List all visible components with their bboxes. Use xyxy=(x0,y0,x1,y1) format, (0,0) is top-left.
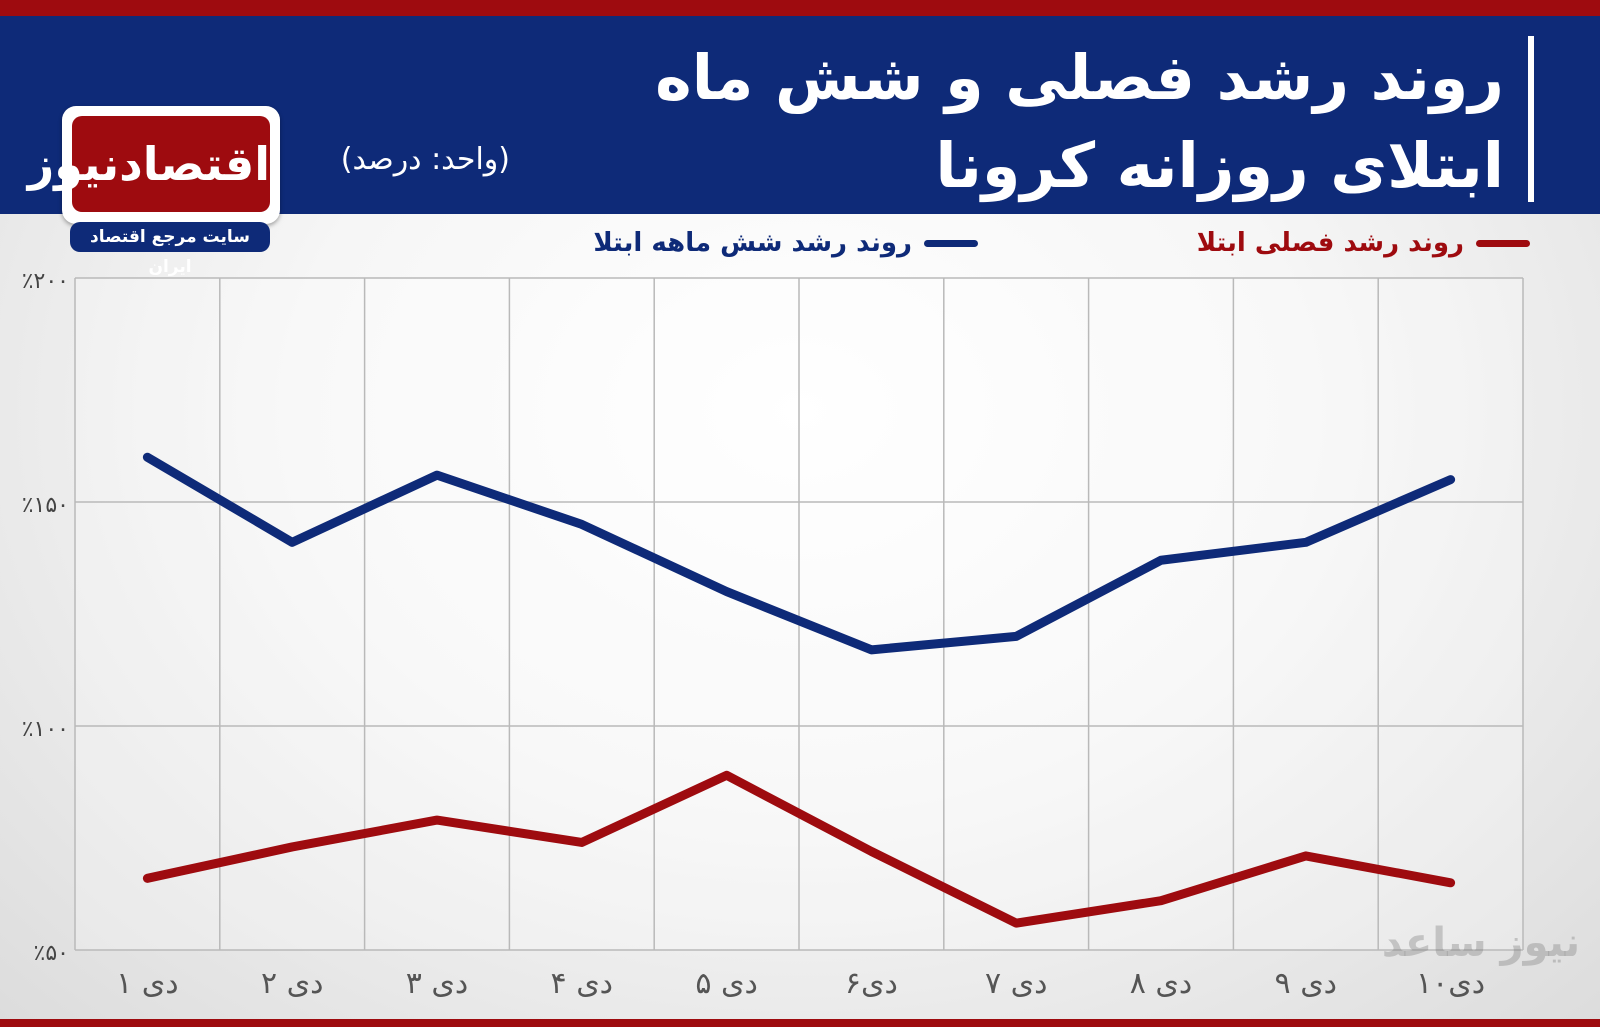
x-tick-label: ۸ دی xyxy=(1130,966,1193,1001)
logo-tagline: سایت مرجع اقتصاد ایران xyxy=(70,222,270,277)
legend-swatch-seasonal xyxy=(1476,239,1530,247)
series-lines xyxy=(142,452,1456,928)
series-line-seasonal xyxy=(142,770,1456,928)
legend-item-seasonal: روند رشد فصلی ابتلا xyxy=(1197,228,1530,268)
title-divider xyxy=(1528,36,1534,202)
y-axis: ٪۵۰ ٪۱۰۰ ٪۱۵۰ ٪۲۰۰ xyxy=(22,269,69,966)
x-tick-label: ۷ دی xyxy=(985,966,1047,1001)
x-tick-label: ۶دی xyxy=(845,966,898,1001)
top-accent-strip xyxy=(0,0,1600,16)
legend-item-six-month: روند رشد شش ماهه ابتلا xyxy=(593,228,978,268)
y-tick-label: ٪۲۰۰ xyxy=(22,269,69,294)
y-tick-label: ٪۱۵۰ xyxy=(22,493,69,518)
legend-swatch-six-month xyxy=(924,239,978,247)
x-tick-label: ۹ دی xyxy=(1275,966,1338,1001)
x-tick-label: ۱۰دی xyxy=(1416,966,1485,1001)
x-tick-label: ۴ دی xyxy=(551,966,614,1001)
grid xyxy=(74,277,1524,951)
x-tick-label: ۱ دی xyxy=(116,966,179,1001)
x-axis: ۱ دی ۲ دی ۳ دی ۴ دی ۵ دی ۶دی ۷ دی ۸ دی ۹ دی ۱۰دی xyxy=(116,966,1485,1001)
legend-label-six-month: روند رشد شش ماهه ابتلا xyxy=(593,228,912,258)
x-tick-label: ۲ دی xyxy=(261,966,324,1001)
legend-label-seasonal: روند رشد فصلی ابتلا xyxy=(1196,228,1464,258)
y-tick-label: ٪۵۰ xyxy=(34,941,69,966)
chart-title: روند رشد فصلی و شش ماه ابتلای روزانه کرو… xyxy=(655,41,1504,202)
watermark: نیوز ساعد xyxy=(1381,920,1580,966)
series-line-six-month xyxy=(142,452,1456,655)
unit-label: (واحد: درصد) xyxy=(340,142,510,177)
y-tick-label: ٪۱۰۰ xyxy=(22,717,69,742)
bottom-accent-strip xyxy=(0,1019,1600,1027)
x-tick-label: ۳ دی xyxy=(406,966,469,1001)
logo: اقتصادنیوز xyxy=(28,116,270,212)
x-tick-label: ۵ دی xyxy=(695,966,758,1001)
